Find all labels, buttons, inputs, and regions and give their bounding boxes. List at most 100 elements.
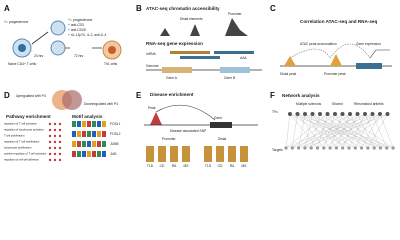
target-node	[372, 146, 376, 150]
edge	[297, 113, 324, 149]
panel-label: C	[270, 4, 276, 13]
panel-b: B ATAC-seq chromatin accessibility Dista…	[136, 4, 262, 80]
label: Promoter peak	[324, 72, 346, 76]
edge	[334, 113, 356, 149]
dot	[53, 158, 57, 162]
target-node	[341, 146, 345, 150]
label: +/- progesterone	[4, 20, 28, 24]
target-node	[315, 146, 320, 150]
gene	[210, 122, 232, 128]
dot	[53, 146, 57, 150]
panel-e: E Disease enrichment Peak Gene Disease a…	[136, 91, 258, 168]
mrna	[170, 51, 210, 54]
label: Promoter	[228, 12, 242, 16]
target-node	[334, 146, 338, 150]
edge	[342, 113, 362, 149]
bar-label: T1D	[147, 164, 154, 168]
logo-letter	[72, 121, 76, 127]
edge	[334, 113, 387, 149]
label: Disease associated SNP	[170, 129, 207, 133]
logo-letter	[92, 131, 96, 137]
edge	[319, 113, 375, 149]
bar-label: T1D	[205, 164, 212, 168]
logo-letter	[87, 151, 91, 157]
bar	[204, 146, 212, 162]
figure: A +/- progesterone 24 hrs +/- progestero…	[4, 4, 395, 168]
tf-node	[370, 112, 375, 116]
label: +/- progesterone	[68, 18, 92, 22]
label: Multiple sclerosis	[296, 102, 321, 106]
bar	[240, 146, 248, 162]
logo-letter	[92, 141, 96, 147]
logo-letter	[82, 121, 86, 127]
logo-letter	[102, 121, 106, 127]
edge	[298, 113, 306, 149]
bar-label: CD	[160, 164, 165, 168]
dot	[48, 140, 52, 144]
label: + rIL-12p70, IL-2, anti-IL-4	[68, 33, 107, 37]
dot	[48, 128, 52, 132]
label: Promoter	[162, 137, 176, 141]
edge	[336, 113, 388, 149]
edge	[285, 113, 291, 149]
bar-label: RA	[230, 164, 235, 168]
label: ATAC peak accumulation	[300, 42, 337, 46]
bar	[182, 146, 190, 162]
label: Upregulated with P4	[16, 94, 46, 98]
target-node	[391, 146, 395, 150]
logo-letter	[102, 151, 106, 157]
edge	[285, 113, 328, 149]
dot	[58, 152, 62, 156]
dot	[58, 146, 62, 150]
logo-letter	[77, 141, 81, 147]
target-node	[328, 146, 332, 150]
edge	[327, 113, 381, 149]
target-node	[303, 146, 307, 150]
label: Distal peak	[280, 72, 297, 76]
tf-node	[303, 112, 307, 116]
edge	[317, 113, 328, 149]
pathway-label: regulation of lymphocyte activation	[4, 128, 44, 132]
panel-c: C Correlation ATAC-seq and RNA-seq ATAC …	[270, 4, 392, 76]
dot	[58, 128, 62, 132]
logo-letter	[87, 131, 91, 137]
edge	[304, 113, 388, 149]
dot	[48, 146, 52, 150]
edge	[298, 113, 381, 149]
section-title: Pathway enrichment	[6, 114, 51, 119]
dot	[53, 152, 57, 156]
panel-label: A	[4, 4, 10, 13]
edge	[292, 113, 373, 149]
dot	[58, 134, 62, 138]
logo-letter	[72, 141, 76, 147]
tf-node	[348, 112, 352, 116]
link	[289, 43, 371, 59]
edge	[312, 113, 368, 149]
bar	[228, 146, 236, 162]
edge	[304, 113, 313, 149]
edge	[292, 113, 298, 149]
panel-title: Disease enrichment	[150, 92, 194, 97]
target-node	[284, 146, 288, 150]
logo-letter	[87, 121, 91, 127]
bar-label: MS	[242, 164, 248, 168]
peak	[150, 112, 162, 125]
target-node	[347, 146, 351, 150]
peak-track	[146, 18, 262, 36]
target-node	[360, 146, 364, 150]
edge	[311, 113, 321, 149]
logo-letter	[72, 131, 76, 137]
edge	[348, 113, 366, 149]
dot	[53, 122, 57, 126]
edge	[304, 113, 331, 149]
edge	[349, 113, 369, 149]
dot	[48, 134, 52, 138]
edge	[361, 113, 381, 149]
dot	[58, 140, 62, 144]
gene	[162, 67, 192, 73]
label: Gene	[214, 116, 222, 120]
edge	[289, 113, 350, 149]
panel-label: E	[136, 91, 142, 100]
label: Genome	[146, 64, 159, 68]
bar-label: CD	[218, 164, 223, 168]
